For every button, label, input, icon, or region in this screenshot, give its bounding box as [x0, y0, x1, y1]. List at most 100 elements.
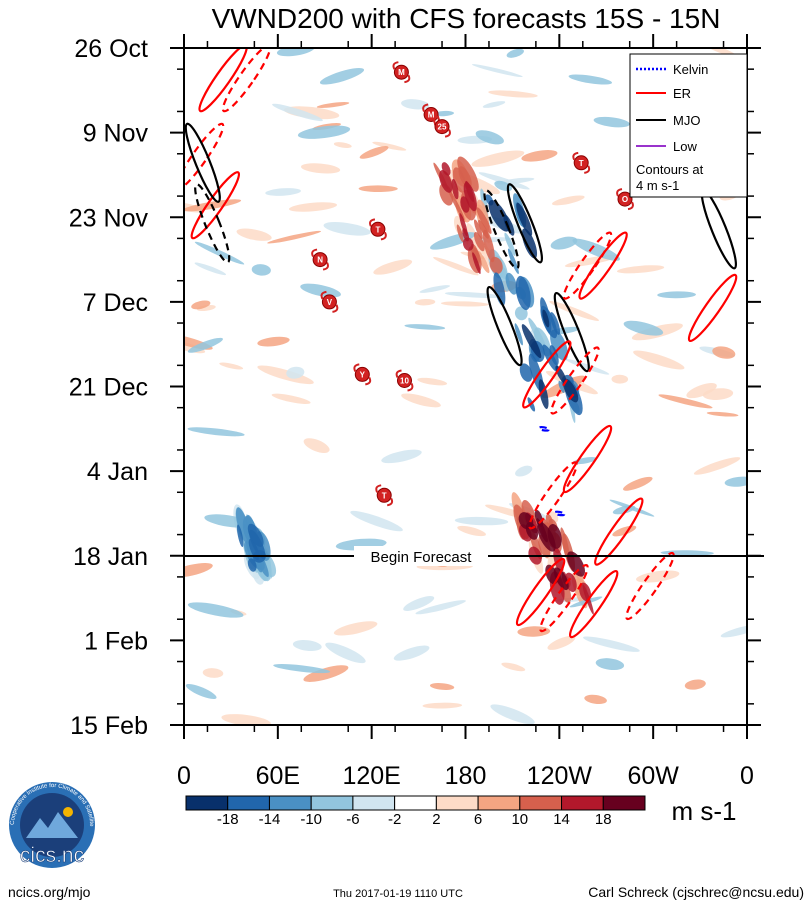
anomaly-blob — [401, 393, 441, 408]
footer-left: ncics.org/mjo — [8, 884, 91, 900]
logo-ring-textpath: Cooperative Institute for Climate and Sa… — [0, 0, 94, 827]
colorbar-label: 14 — [553, 811, 570, 828]
contour-er-dashed — [562, 231, 613, 300]
colorbar-swatch — [602, 795, 646, 811]
anomaly-blob — [194, 241, 245, 265]
anomaly-blob — [472, 252, 481, 274]
contour-mjo-solid — [506, 183, 544, 264]
anomaly-blob — [276, 48, 315, 57]
storm-marker-icon — [617, 191, 633, 207]
y-tick-label: 7 Dec — [83, 289, 148, 317]
anomaly-blob — [489, 256, 503, 274]
anomaly-blob — [463, 182, 477, 212]
anomaly-blob — [303, 438, 330, 453]
anomaly-blob — [414, 298, 436, 306]
anomaly-blob — [517, 626, 551, 637]
footer-center: Thu 2017-01-19 1110 UTC — [333, 888, 463, 900]
anomaly-blob — [448, 189, 465, 221]
anomaly-blob — [323, 221, 371, 236]
anomaly-blob — [538, 379, 549, 409]
contour-er-solid — [568, 569, 619, 639]
anomaly-blob — [316, 102, 350, 108]
anomaly-blob — [553, 567, 569, 591]
anomaly-blob — [372, 141, 407, 151]
anomaly-blob — [560, 527, 570, 562]
anomaly-blob — [403, 596, 435, 611]
anomaly-blob — [236, 228, 272, 241]
storm-label: O — [622, 195, 628, 204]
anomaly-blob — [381, 449, 422, 464]
contour-mjo-solid — [486, 285, 523, 367]
storm-swirl-icon — [392, 61, 411, 84]
x-tick-label: 180 — [445, 762, 487, 790]
contour-mjo-dashed — [194, 183, 231, 264]
anomaly-blob — [325, 642, 366, 664]
anomaly-blob — [462, 237, 474, 251]
anomaly-blob — [457, 525, 486, 537]
wave-contours — [184, 48, 738, 639]
anomaly-blob — [595, 658, 625, 671]
y-tick-label: 15 Feb — [70, 712, 148, 740]
anomaly-blob — [471, 64, 523, 78]
anomaly-blob — [568, 74, 613, 85]
storm-label: Y — [360, 370, 366, 379]
anomaly-blob — [265, 188, 301, 196]
anomaly-blob — [706, 411, 739, 417]
colorbar-label: -14 — [259, 811, 281, 828]
anomaly-blob — [542, 309, 550, 328]
contour-kelvin-dashed — [537, 425, 550, 432]
storm-swirl-icon — [375, 484, 394, 507]
storm-swirl-icon — [395, 369, 414, 392]
anomaly-blob — [433, 110, 454, 117]
anomaly-blob — [572, 238, 620, 261]
anomaly-blob — [459, 213, 468, 237]
colorbar: -18 -14 -10 -6 -2 2 6 10 14 18 — [185, 795, 646, 828]
colorbar-swatch — [268, 795, 312, 811]
storm-marker-icon — [573, 155, 589, 171]
anomaly-blob — [219, 362, 244, 370]
anomaly-blob — [257, 365, 314, 385]
legend-note-line2: 4 m s-1 — [636, 178, 679, 193]
storm-marker-icon — [397, 373, 412, 388]
storm-label: M — [428, 111, 435, 120]
anomaly-blob — [271, 393, 311, 404]
anomaly-blob — [572, 457, 598, 465]
anomaly-blob — [257, 336, 290, 347]
anomaly-blob — [562, 378, 579, 403]
legend-box — [629, 53, 748, 198]
colorbar-swatch — [394, 795, 437, 811]
logo-text: cics.nc — [20, 844, 84, 867]
chart-title: VWND200 with CFS forecasts 15S - 15N — [212, 3, 721, 34]
contour-kelvin-dashed — [553, 510, 566, 517]
anomaly-blob — [247, 558, 257, 572]
legend-label-kelvin: Kelvin — [673, 62, 708, 77]
anomaly-blob — [482, 229, 495, 263]
storm-label: 10 — [400, 377, 409, 386]
anomaly-blob — [550, 236, 578, 250]
anomaly-blob — [187, 337, 223, 353]
anomaly-blob — [333, 621, 378, 636]
anomaly-blob — [267, 230, 322, 244]
anomaly-blob — [184, 563, 213, 578]
anomaly-blob — [373, 259, 413, 275]
colorbar-units: m s-1 — [672, 796, 737, 826]
anomaly-blob — [558, 380, 565, 393]
colorbar-swatch — [477, 795, 521, 811]
colorbar-label: -10 — [300, 811, 322, 828]
anomaly-blob — [720, 624, 747, 638]
anomaly-blob — [633, 350, 685, 370]
y-tick-label: 21 Dec — [69, 374, 148, 402]
anomaly-blob — [288, 202, 338, 212]
storm-marker-icon — [434, 119, 450, 135]
anomaly-blob — [439, 170, 453, 193]
legend-label-low: Low — [673, 139, 697, 154]
anomaly-blob — [505, 272, 518, 295]
colorbar-swatch — [435, 795, 479, 811]
storm-swirl-icon — [311, 248, 329, 271]
anomaly-blob — [536, 518, 548, 543]
storm-label: N — [317, 256, 323, 265]
storm-swirl-icon — [572, 151, 591, 174]
x-tick-label: 120W — [527, 762, 593, 790]
contour-er-solid — [594, 497, 644, 566]
